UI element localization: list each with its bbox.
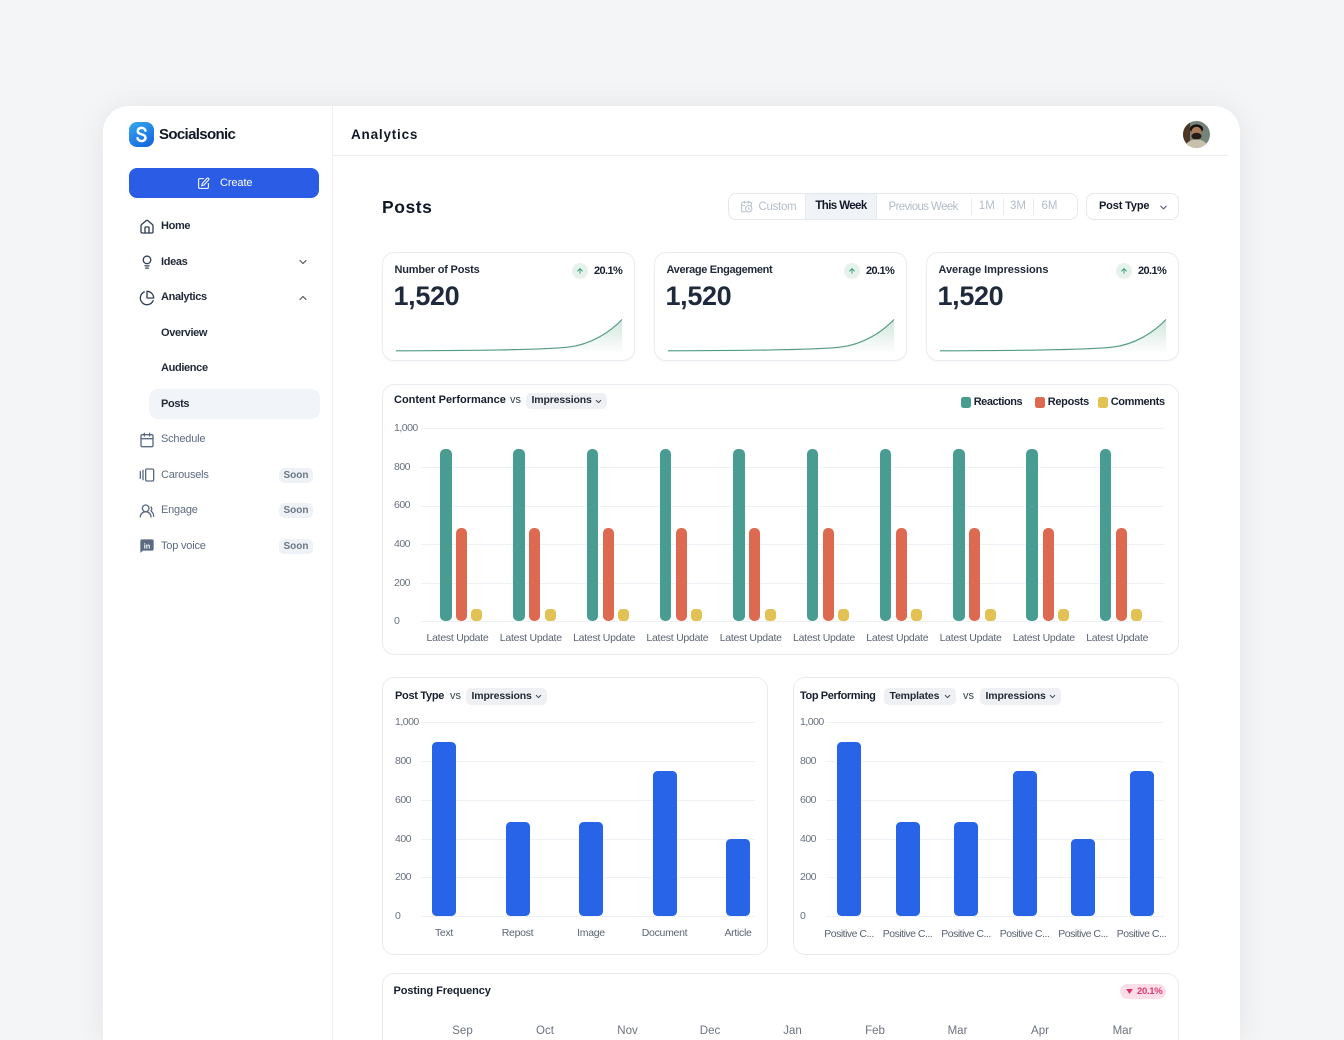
svg-text:in: in bbox=[143, 542, 150, 551]
